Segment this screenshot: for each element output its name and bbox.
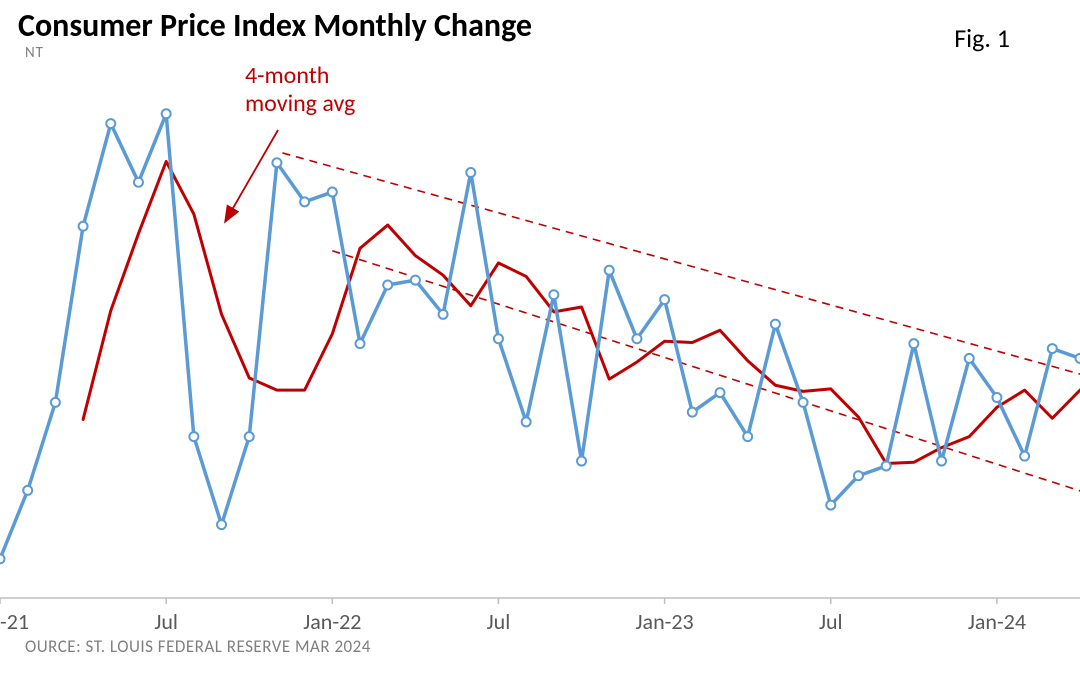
- x-tick-label: Jul: [819, 608, 843, 635]
- moving-avg-annotation: 4-month moving avg: [245, 62, 355, 117]
- x-tick-label: Jan-23: [636, 608, 694, 635]
- x-tick-label: Jan-22: [303, 608, 361, 635]
- chart-source: OURCE: ST. LOUIS FEDERAL RESERVE MAR 202…: [25, 636, 371, 657]
- chart-plot: [0, 0, 1080, 675]
- annotation-line1: 4-month: [245, 61, 329, 90]
- x-tick-label: Jul: [154, 608, 178, 635]
- x-tick-label: Jan-21: [0, 608, 29, 635]
- annotation-line2: moving avg: [245, 89, 355, 118]
- x-tick-label: Jan-24: [968, 608, 1026, 635]
- chart-container: Consumer Price Index Monthly Change NT F…: [0, 0, 1080, 675]
- x-tick-label: Jul: [487, 608, 511, 635]
